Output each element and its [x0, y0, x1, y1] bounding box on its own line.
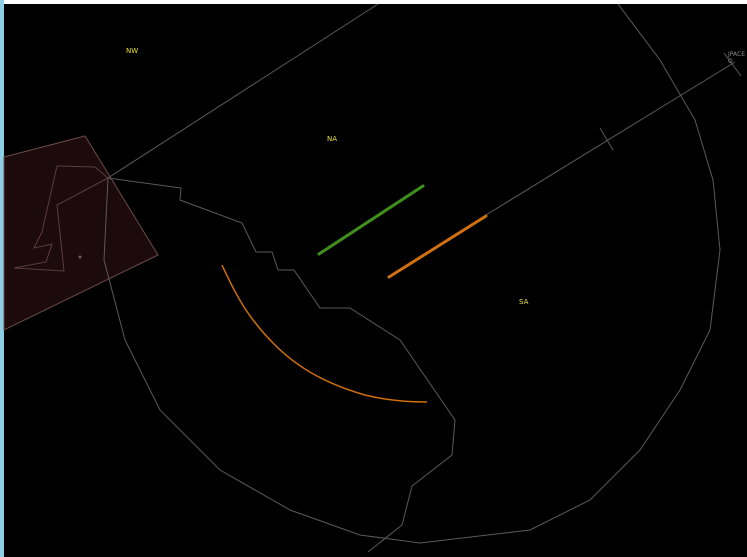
approach-course-line — [485, 61, 736, 216]
restricted-area-point — [78, 255, 82, 259]
fix-tick-mark — [723, 52, 742, 77]
sector-boundary-arc — [103, 3, 721, 544]
sector-label-nw: NW — [126, 47, 138, 55]
course-tick-mark — [599, 127, 614, 151]
fix-sublabel: O — [728, 58, 733, 65]
sector-label-na: NA — [327, 135, 337, 143]
fix-label: JPACE — [727, 51, 745, 58]
sector-divider-nw-na — [107, 3, 379, 179]
restricted-area-inner-line — [13, 165, 109, 272]
sector-label-sa: SA — [519, 298, 529, 306]
orange-track[interactable] — [387, 214, 488, 279]
window-left-edge — [0, 0, 4, 557]
sector-divider-na-sa — [107, 177, 456, 553]
window-top-edge — [0, 0, 747, 4]
orange-arc-track[interactable] — [221, 264, 428, 403]
green-track[interactable] — [317, 184, 425, 256]
restricted-area[interactable] — [3, 135, 159, 331]
